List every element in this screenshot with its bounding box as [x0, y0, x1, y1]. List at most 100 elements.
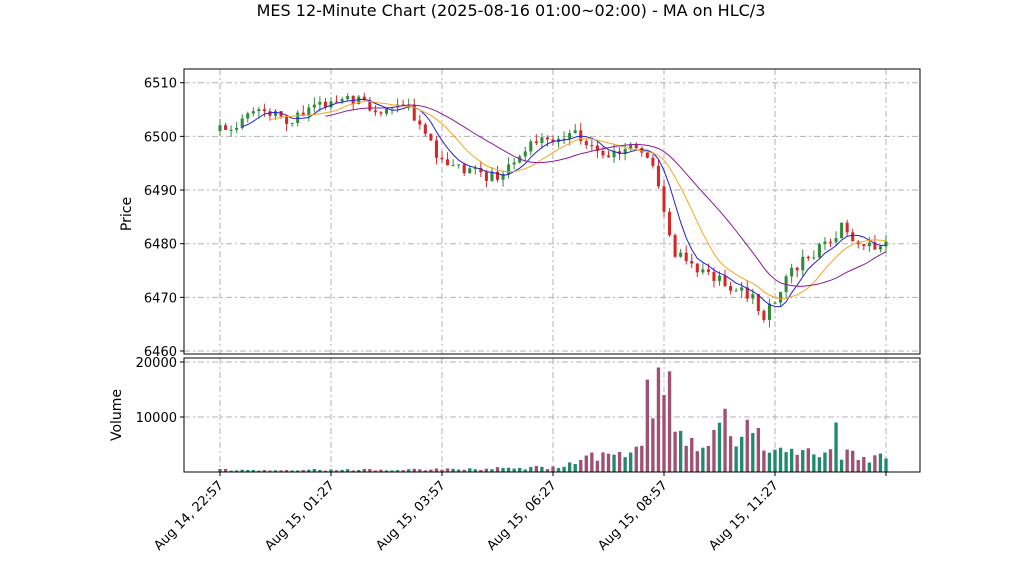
volume-bar [884, 458, 888, 472]
volume-bar [856, 460, 860, 472]
volume-bar [590, 452, 594, 472]
volume-bar [345, 469, 350, 472]
price-tick-label: 6510 [144, 77, 177, 92]
candle-body [751, 294, 755, 299]
volume-bar [307, 469, 311, 472]
volume-bar [384, 470, 389, 472]
volume-bar [751, 433, 755, 472]
volume-bar [368, 469, 372, 472]
volume-bar [479, 469, 483, 472]
candle-body [851, 232, 855, 242]
volume-bar [462, 469, 466, 472]
volume-bar [223, 468, 228, 472]
volume-bar [845, 449, 849, 472]
candle-body [218, 125, 222, 132]
volume-bar [290, 470, 294, 472]
volume-bar [717, 422, 722, 472]
x-tick-label: Aug 15, 01:27 [262, 478, 338, 554]
volume-bar [268, 470, 272, 472]
candle-body [446, 159, 450, 166]
volume-bar [606, 453, 611, 472]
volume-bar [673, 431, 677, 472]
candle-body [362, 96, 366, 101]
volume-bar [257, 470, 261, 472]
candle-body [740, 287, 744, 291]
candle-body [862, 244, 866, 247]
candle-body [801, 256, 805, 271]
candle-body [268, 111, 272, 116]
candle-body [828, 241, 833, 243]
moving-average-line [325, 104, 887, 287]
candle-body [529, 141, 533, 152]
volume-bar [534, 465, 539, 472]
candle-body [668, 211, 672, 236]
moving-average-line [269, 100, 887, 300]
candle-body [412, 104, 416, 121]
candle-body [335, 101, 339, 103]
volume-bar [579, 460, 583, 472]
price-axis-label: Price [119, 197, 135, 231]
candle-body [296, 112, 300, 123]
candle-body [423, 124, 427, 134]
candle-body [429, 133, 433, 141]
volume-bar [567, 462, 572, 472]
candle-body [373, 110, 377, 113]
candle-body [257, 109, 261, 112]
candle-body [396, 104, 400, 108]
volume-bar [451, 468, 455, 472]
price-candles [218, 92, 888, 328]
volume-bar [234, 470, 239, 472]
volume-bar [334, 470, 339, 472]
volume-bar [440, 469, 444, 472]
volume-bar [312, 469, 317, 472]
volume-bar [745, 419, 749, 472]
candle-body [451, 165, 455, 167]
candle-body [329, 101, 333, 108]
candle-body [723, 275, 727, 287]
volume-bar [284, 470, 289, 472]
candle-body [262, 109, 266, 112]
volume-bar [229, 470, 233, 472]
candle-body [656, 165, 660, 187]
candle-body [645, 152, 649, 158]
volume-bar [823, 452, 827, 472]
volume-bar [617, 451, 622, 472]
volume-bar [878, 453, 883, 472]
volume-bar [834, 422, 838, 472]
candle-body [629, 144, 633, 150]
price-tick-label: 6480 [144, 238, 177, 253]
volume-bar [812, 454, 816, 472]
price-y-axis: 6460 6470 6480 6490 6500 6510 [144, 77, 184, 360]
candle-body [468, 168, 472, 174]
volume-bar [623, 457, 627, 472]
volume-axis-label: Volume [109, 389, 125, 441]
candle-body [540, 137, 544, 144]
candle-body [795, 267, 799, 271]
volume-bar [684, 445, 688, 472]
volume-bar [301, 469, 305, 472]
volume-bar [645, 379, 650, 472]
candle-body [346, 96, 350, 100]
volume-bar [545, 469, 550, 472]
x-tick-label: Aug 15, 11:27 [706, 478, 782, 554]
candle-body [812, 257, 816, 259]
volume-bar [734, 446, 738, 472]
candle-body [340, 99, 344, 102]
volume-bar [484, 468, 489, 472]
x-tick-label: Aug 15, 03:57 [373, 478, 449, 554]
volume-bar [806, 448, 810, 472]
volume-bar [767, 452, 772, 472]
candle-body [623, 149, 627, 154]
price-tick-label: 6460 [144, 345, 177, 360]
candle-body [229, 129, 233, 131]
x-tick-label: Aug 15, 08:57 [595, 478, 671, 554]
price-panel-frame [183, 68, 921, 355]
candle-body [285, 116, 289, 124]
volume-bar [418, 469, 422, 472]
candle-body [318, 101, 322, 105]
candle-body [845, 222, 849, 233]
volume-bar [662, 395, 666, 472]
volume-bar [323, 470, 328, 472]
volume-bar [495, 467, 500, 472]
